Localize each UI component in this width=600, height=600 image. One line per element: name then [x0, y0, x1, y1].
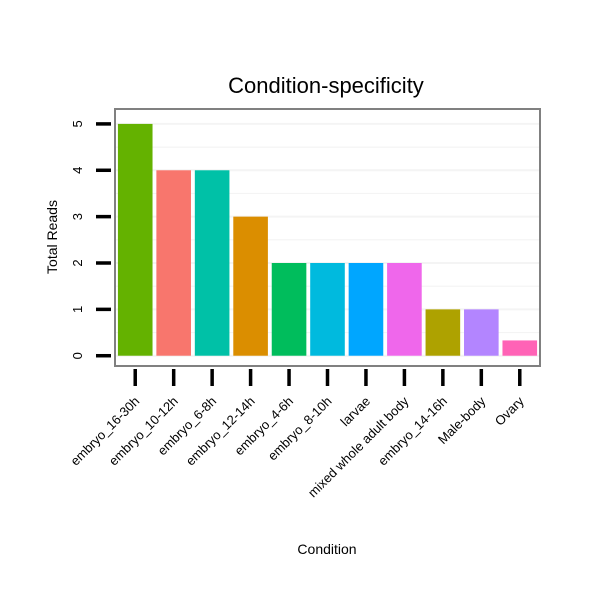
y-tick-label: 0 — [70, 352, 85, 359]
bar-embryo-12-14h — [233, 216, 268, 356]
x-axis-label: Condition — [297, 541, 356, 557]
y-tick-label: 2 — [70, 259, 85, 266]
y-axis: 0 1 2 3 4 5 — [70, 120, 111, 359]
x-tick-label: embryo_10-12h — [106, 394, 181, 469]
y-tick-label: 3 — [70, 213, 85, 220]
bar-embryo-4-6h — [271, 263, 307, 356]
bar-embryo-14-16h — [425, 309, 461, 356]
bar-embryo-10-12h — [156, 170, 191, 356]
plot-frame — [114, 108, 541, 367]
bar-embryo-8-10h — [310, 263, 345, 356]
bar-larvae — [348, 263, 384, 356]
bar-mixed-whole-adult-body — [387, 263, 422, 356]
y-axis-label: Total Reads — [44, 200, 60, 274]
x-tick-label: Ovary — [492, 393, 527, 428]
x-tick-label: larvae — [337, 394, 373, 430]
x-tick-label: embryo_16-30h — [67, 394, 142, 469]
bar-embryo-6-8h — [194, 170, 230, 356]
bar-ovary — [502, 340, 538, 356]
x-tick-label: embryo_12-14h — [183, 394, 258, 469]
x-tick-label: embryo_14-16h — [375, 394, 450, 469]
bar-embryo-16-30h — [117, 123, 153, 356]
y-tick-label: 5 — [70, 120, 85, 127]
x-axis: embryo_16-30hembryo_10-12hembryo_6-8hemb… — [67, 369, 527, 500]
bars — [117, 123, 538, 356]
chart-title: Condition-specificity — [228, 73, 424, 98]
y-tick-label: 4 — [70, 167, 85, 174]
bar-male-body — [464, 309, 499, 356]
y-tick-label: 1 — [70, 306, 85, 313]
